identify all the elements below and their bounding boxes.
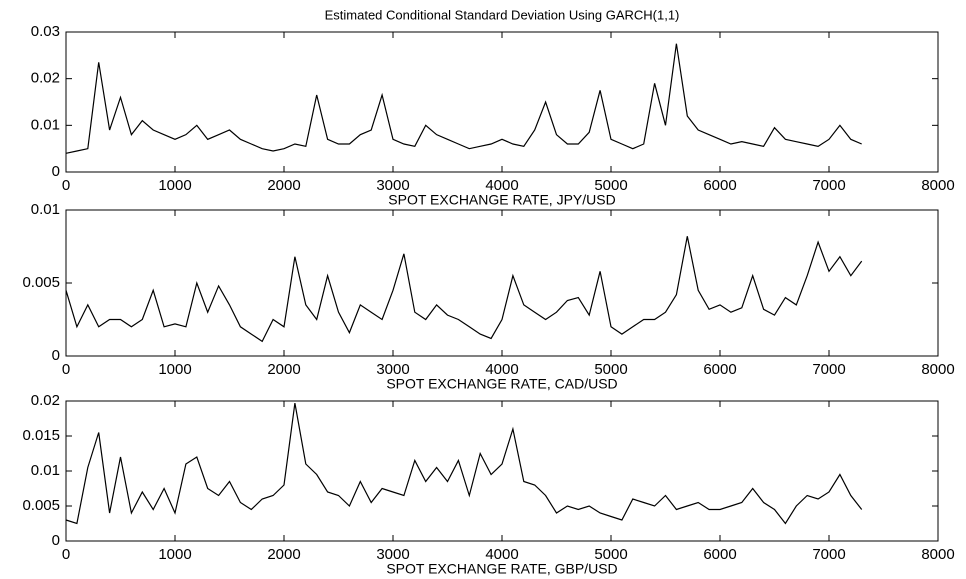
x-tick-label: 4000 <box>485 546 518 563</box>
y-tick-label: 0 <box>52 163 60 180</box>
y-tick-label: 0.02 <box>31 70 60 87</box>
x-tick-label: 2000 <box>267 177 300 194</box>
y-tick-label: 0.01 <box>31 462 60 479</box>
x-axis-label: SPOT EXCHANGE RATE, JPY/USD <box>388 192 615 208</box>
y-tick-label: 0.01 <box>31 116 60 133</box>
series-line <box>65 402 863 525</box>
x-tick-label: 0 <box>62 361 70 378</box>
x-tick-label: 7000 <box>812 546 845 563</box>
x-tick-label: 4000 <box>485 361 518 378</box>
x-tick-label: 2000 <box>267 546 300 563</box>
axes-box <box>65 400 939 542</box>
y-tick-label: 0.005 <box>22 274 60 291</box>
x-tick-label: 5000 <box>594 177 627 194</box>
x-tick-label: 0 <box>62 546 70 563</box>
x-tick-label: 1000 <box>158 177 191 194</box>
y-tick-label: 0 <box>52 347 60 364</box>
series-line <box>65 236 863 343</box>
chart-title: Estimated Conditional Standard Deviation… <box>325 7 680 22</box>
x-tick-label: 5000 <box>594 546 627 563</box>
x-tick-label: 7000 <box>812 361 845 378</box>
x-tick-label: 5000 <box>594 361 627 378</box>
x-tick-label: 8000 <box>921 361 954 378</box>
y-tick-label: 0.005 <box>22 497 60 514</box>
x-tick-label: 7000 <box>812 177 845 194</box>
x-axis-label: SPOT EXCHANGE RATE, GBP/USD <box>386 561 617 577</box>
x-tick-label: 8000 <box>921 546 954 563</box>
y-tick-label: 0.02 <box>31 392 60 409</box>
y-tick-label: 0.03 <box>31 23 60 40</box>
x-axis-label: SPOT EXCHANGE RATE, CAD/USD <box>386 376 617 392</box>
x-tick-label: 1000 <box>158 546 191 563</box>
x-tick-label: 3000 <box>376 177 409 194</box>
y-tick-label: 0 <box>52 532 60 549</box>
x-tick-label: 8000 <box>921 177 954 194</box>
y-tick-label: 0.015 <box>22 427 60 444</box>
axes-box <box>65 31 939 173</box>
x-tick-label: 4000 <box>485 177 518 194</box>
y-tick-label: 0.01 <box>31 201 60 218</box>
x-tick-label: 3000 <box>376 361 409 378</box>
series-line <box>65 43 862 154</box>
x-tick-label: 6000 <box>703 546 736 563</box>
x-tick-label: 6000 <box>703 361 736 378</box>
x-tick-label: 3000 <box>376 546 409 563</box>
x-tick-label: 6000 <box>703 177 736 194</box>
x-tick-label: 1000 <box>158 361 191 378</box>
x-tick-label: 0 <box>62 177 70 194</box>
x-tick-label: 2000 <box>267 361 300 378</box>
